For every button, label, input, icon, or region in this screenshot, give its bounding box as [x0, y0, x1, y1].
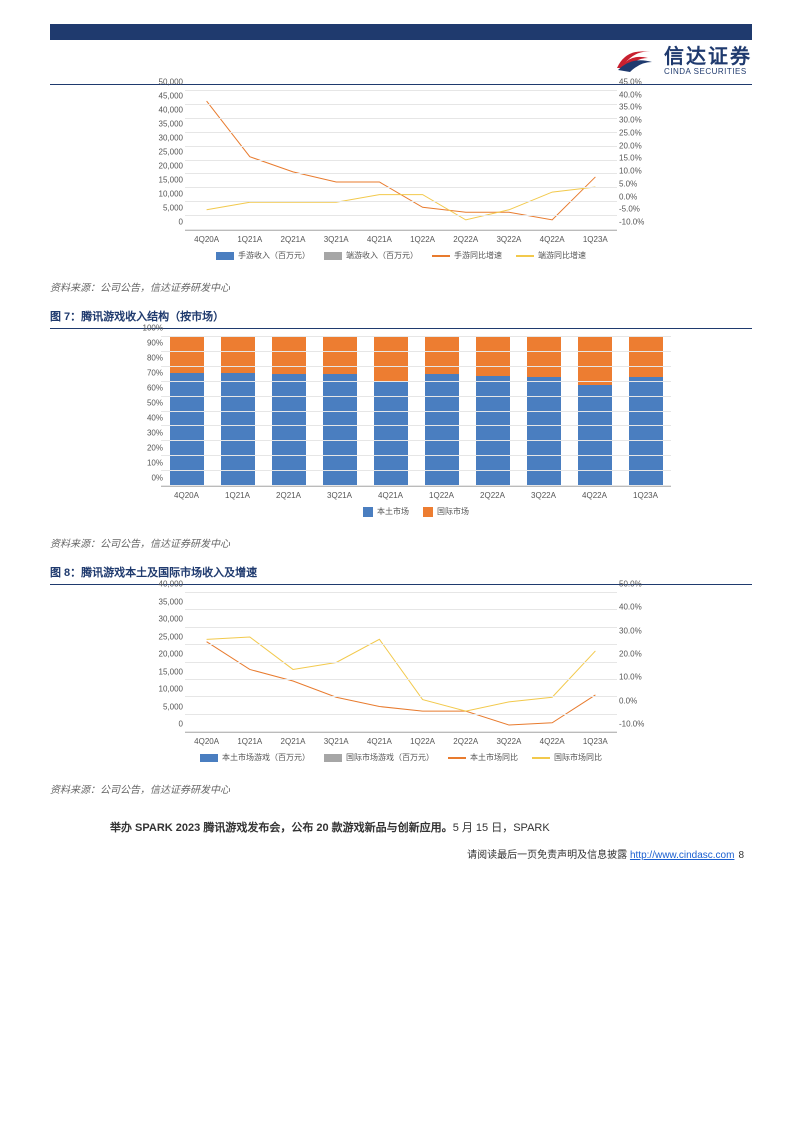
chart-1-source: 资料来源：公司公告，信达证券研发中心 — [50, 279, 752, 294]
chart-1-block: 05,00010,00015,00020,00025,00030,00035,0… — [50, 91, 752, 294]
brand-name-cn: 信达证券 — [664, 46, 752, 68]
body-rest: 5 月 15 日，SPARK — [453, 822, 550, 834]
page-number: 8 — [738, 850, 744, 861]
chart-3-block: 05,00010,00015,00020,00025,00030,00035,0… — [50, 593, 752, 796]
page-footer: 请阅读最后一页免责声明及信息披露 http://www.cindasc.com 8 — [50, 846, 752, 861]
disclaimer-text: 请阅读最后一页免责声明及信息披露 — [467, 850, 630, 861]
chart-1: 05,00010,00015,00020,00025,00030,00035,0… — [151, 91, 651, 271]
disclaimer-link[interactable]: http://www.cindasc.com — [630, 850, 734, 861]
chart-2-source: 资料来源：公司公告，信达证券研发中心 — [50, 535, 752, 550]
body-paragraph: 举办 SPARK 2023 腾讯游戏发布会，公布 20 款游戏新品与创新应用。5… — [50, 820, 752, 838]
brand-name-en: CINDA SECURITIES — [664, 68, 752, 77]
chart-2: 0%10%20%30%40%50%60%70%80%90%100% 4Q20A1… — [131, 337, 671, 527]
brand-logo: 信达证券 CINDA SECURITIES — [50, 44, 752, 78]
header-bar — [50, 24, 752, 40]
body-bold: 举办 SPARK 2023 腾讯游戏发布会，公布 20 款游戏新品与创新应用。 — [110, 822, 453, 834]
chart-2-block: 0%10%20%30%40%50%60%70%80%90%100% 4Q20A1… — [50, 337, 752, 550]
chart-3: 05,00010,00015,00020,00025,00030,00035,0… — [151, 593, 651, 773]
logo-swirl-icon — [612, 44, 656, 78]
chart-3-source: 资料来源：公司公告，信达证券研发中心 — [50, 781, 752, 796]
